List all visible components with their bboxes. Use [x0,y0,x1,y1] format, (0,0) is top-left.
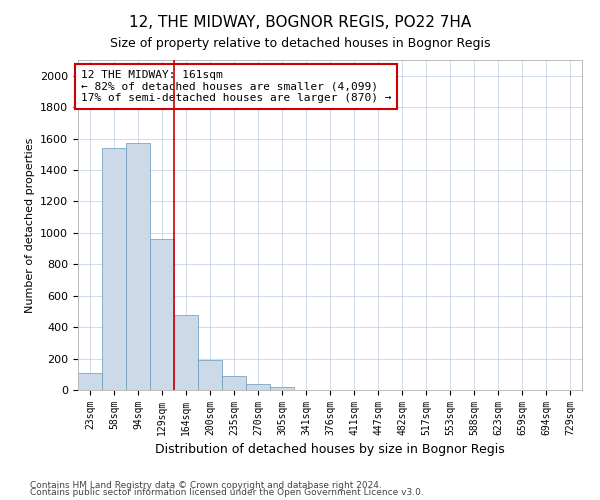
Text: Contains HM Land Registry data © Crown copyright and database right 2024.: Contains HM Land Registry data © Crown c… [30,480,382,490]
X-axis label: Distribution of detached houses by size in Bognor Regis: Distribution of detached houses by size … [155,444,505,456]
Text: Contains public sector information licensed under the Open Government Licence v3: Contains public sector information licen… [30,488,424,497]
Bar [102,148,126,390]
Bar [270,387,294,390]
Bar [150,239,174,390]
Bar [78,372,102,390]
Text: Size of property relative to detached houses in Bognor Regis: Size of property relative to detached ho… [110,38,490,51]
Bar [246,384,270,390]
Bar [174,314,198,390]
Bar [126,144,150,390]
Bar [198,360,222,390]
Bar [222,376,246,390]
Text: 12 THE MIDWAY: 161sqm
← 82% of detached houses are smaller (4,099)
17% of semi-d: 12 THE MIDWAY: 161sqm ← 82% of detached … [80,70,391,103]
Y-axis label: Number of detached properties: Number of detached properties [25,138,35,312]
Text: 12, THE MIDWAY, BOGNOR REGIS, PO22 7HA: 12, THE MIDWAY, BOGNOR REGIS, PO22 7HA [129,15,471,30]
